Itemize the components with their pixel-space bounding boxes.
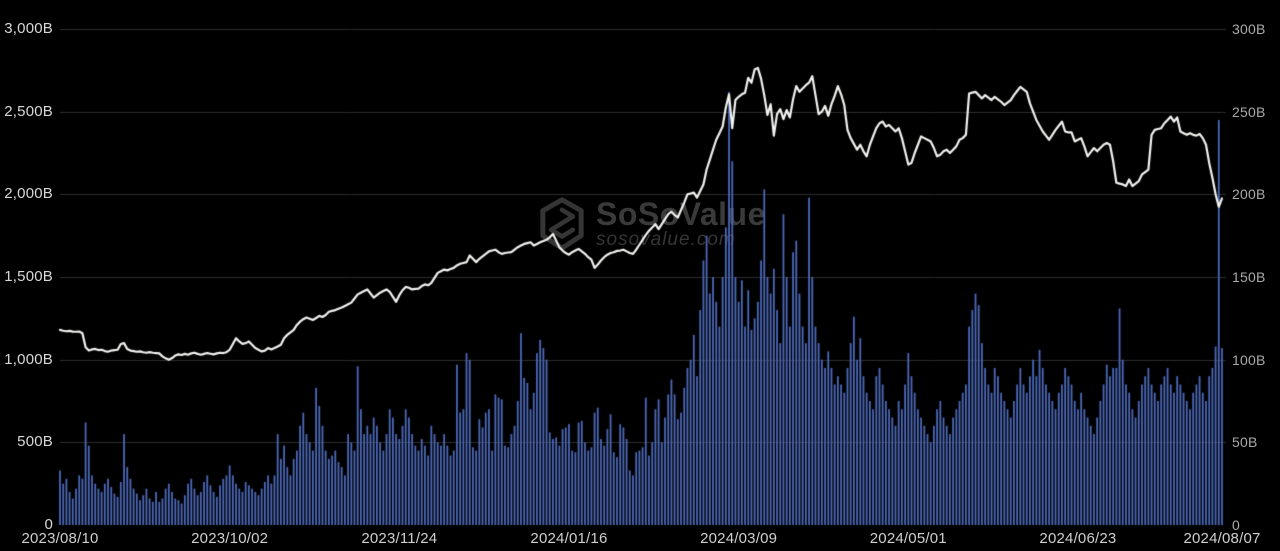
crypto-market-cap-volume-chart: SoSoValue sosovalue.com 0500B1,000B1,500… bbox=[0, 0, 1280, 551]
chart-plot-canvas[interactable] bbox=[0, 0, 1280, 551]
